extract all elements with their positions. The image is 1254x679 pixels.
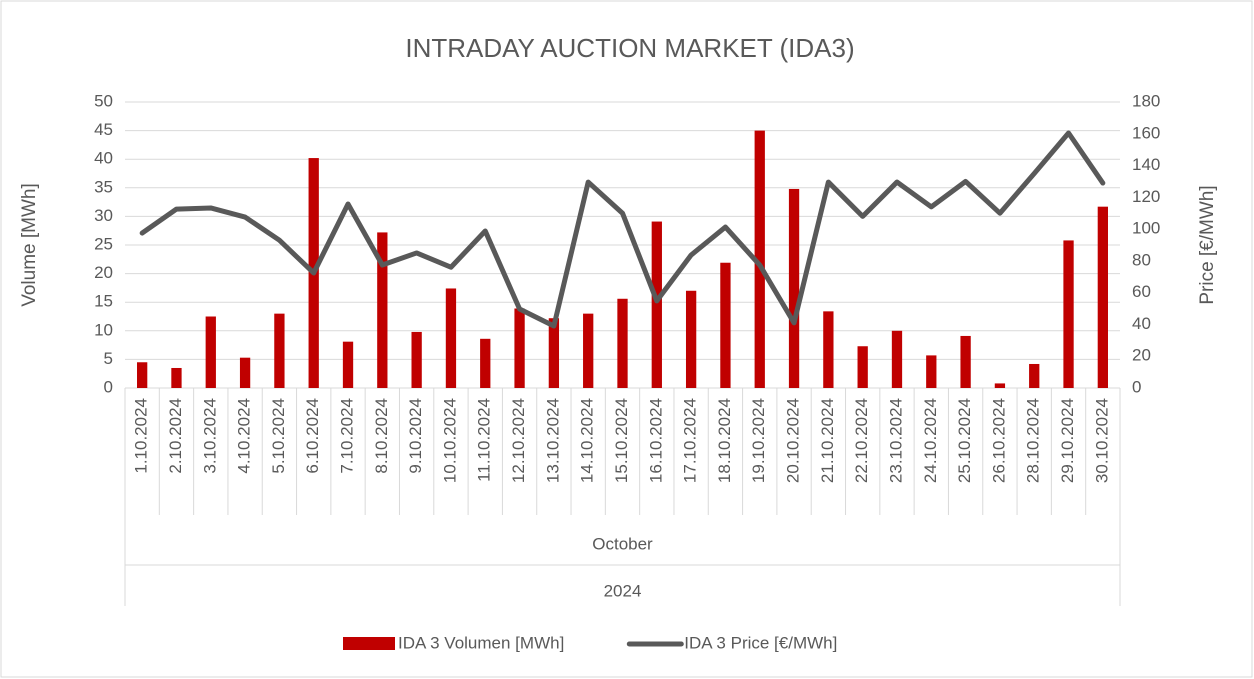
bar (1097, 206, 1108, 388)
x-tick-label: 22.10.2024 (852, 398, 871, 483)
x-tick-label: 7.10.2024 (338, 398, 357, 474)
bar (651, 221, 662, 388)
y-tick-label: 35 (94, 177, 113, 196)
x-tick-label: 9.10.2024 (406, 398, 425, 474)
x-tick-label: 14.10.2024 (578, 398, 597, 483)
x-group-label: 2024 (604, 581, 642, 600)
y2-tick-label: 160 (1132, 123, 1160, 142)
x-tick-label: 5.10.2024 (269, 398, 288, 474)
bar (377, 232, 388, 388)
x-tick-label: 15.10.2024 (612, 398, 631, 483)
bar (994, 383, 1006, 388)
y2-tick-label: 100 (1132, 219, 1160, 238)
x-tick-label: 3.10.2024 (200, 398, 219, 474)
bar (274, 313, 285, 388)
x-tick-label: 8.10.2024 (372, 398, 391, 474)
x-tick-label: 20.10.2024 (784, 398, 803, 483)
legend-swatch (343, 637, 395, 650)
bar (171, 367, 182, 388)
bar (548, 318, 560, 388)
bar (514, 308, 525, 388)
x-tick-label: 30.10.2024 (1092, 398, 1111, 483)
y2-tick-label: 20 (1132, 346, 1151, 365)
y2-axis-label: Price [€/MWh] (1197, 185, 1218, 304)
bar (411, 331, 422, 388)
bar (205, 316, 216, 388)
x-tick-label: 13.10.2024 (543, 398, 562, 483)
bar (583, 313, 594, 388)
x-tick-label: 26.10.2024 (989, 398, 1008, 483)
y2-tick-label: 180 (1132, 91, 1160, 110)
x-tick-label: 18.10.2024 (715, 398, 734, 483)
bar (960, 335, 971, 388)
x-tick-label: 23.10.2024 (886, 398, 905, 483)
x-tick-label: 16.10.2024 (646, 398, 665, 483)
bar (685, 290, 697, 388)
bar (788, 188, 800, 388)
bar (1063, 240, 1074, 388)
y2-tick-label: 60 (1132, 282, 1151, 301)
bar (1029, 363, 1040, 388)
y2-tick-label: 140 (1132, 155, 1160, 174)
x-tick-label: 21.10.2024 (818, 398, 837, 483)
y-tick-label: 5 (104, 349, 113, 368)
x-tick-label: 6.10.2024 (303, 398, 322, 474)
bar (480, 338, 491, 388)
y-tick-label: 50 (94, 91, 113, 110)
x-group-label: October (592, 534, 653, 553)
bar (342, 341, 354, 388)
bar (239, 357, 251, 388)
x-tick-label: 4.10.2024 (235, 398, 254, 474)
bar (720, 262, 731, 388)
x-tick-label: 1.10.2024 (132, 398, 151, 474)
bar (137, 362, 148, 388)
x-tick-label: 10.10.2024 (440, 398, 459, 483)
bar (445, 288, 457, 388)
bar (891, 330, 903, 388)
y-tick-label: 25 (94, 234, 113, 253)
line (139, 130, 1106, 329)
x-tick-label: 29.10.2024 (1058, 398, 1077, 483)
x-tick-label: 2.10.2024 (166, 398, 185, 474)
x-tick-label: 17.10.2024 (681, 398, 700, 483)
y2-tick-label: 40 (1132, 314, 1151, 333)
y2-tick-label: 120 (1132, 187, 1160, 206)
legend-label: IDA 3 Price [€/MWh] (684, 633, 837, 652)
y2-tick-label: 0 (1132, 377, 1141, 396)
x-tick-label: 19.10.2024 (749, 398, 768, 483)
y-tick-label: 45 (94, 120, 113, 139)
y-tick-label: 15 (94, 292, 113, 311)
bar (823, 311, 834, 388)
y-tick-label: 20 (94, 263, 113, 282)
bar (926, 355, 937, 388)
x-tick-label: 24.10.2024 (921, 398, 940, 483)
y-tick-label: 40 (94, 149, 113, 168)
x-tick-label: 28.10.2024 (1024, 398, 1043, 483)
chart-title: INTRADAY AUCTION MARKET (IDA3) (405, 33, 854, 63)
y-tick-label: 30 (94, 206, 113, 225)
legend-label: IDA 3 Volumen [MWh] (398, 633, 564, 652)
y-tick-label: 0 (104, 377, 113, 396)
x-tick-label: 11.10.2024 (475, 398, 494, 482)
bar (857, 346, 868, 388)
bar (754, 130, 765, 388)
y-tick-label: 10 (94, 320, 113, 339)
x-tick-label: 12.10.2024 (509, 398, 528, 483)
x-tick-label: 25.10.2024 (955, 398, 974, 483)
y2-tick-label: 80 (1132, 250, 1151, 269)
bar (617, 298, 628, 388)
y-axis-label: Volume [MWh] (19, 183, 40, 307)
